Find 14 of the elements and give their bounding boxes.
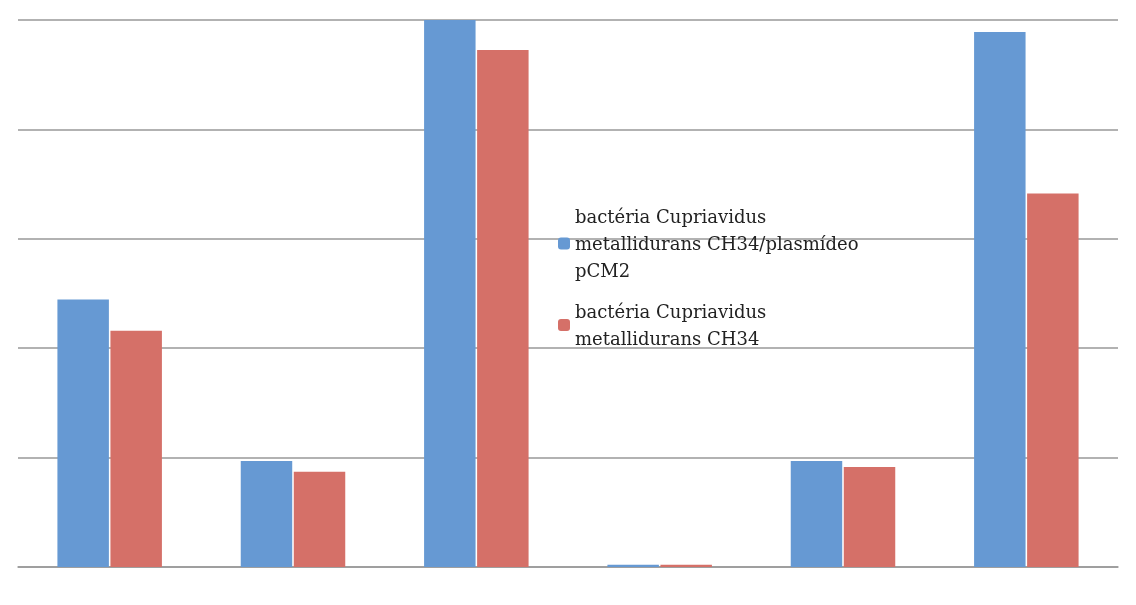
bar bbox=[660, 564, 712, 567]
bar bbox=[57, 299, 109, 567]
legend-label: bactéria Cupriavidus metallidurans CH34 bbox=[575, 301, 773, 349]
bar bbox=[1027, 193, 1079, 567]
bar bbox=[607, 564, 659, 567]
bar bbox=[790, 460, 843, 567]
bar bbox=[110, 330, 162, 567]
bar bbox=[293, 471, 346, 567]
bar bbox=[424, 20, 476, 567]
bar bbox=[974, 32, 1026, 567]
legend-label: bactéria Cupriavidus metallidurans CH34/plasmídeo pCM2 bbox=[575, 206, 865, 281]
bar bbox=[240, 460, 293, 567]
bar bbox=[843, 466, 896, 567]
bar bbox=[477, 50, 529, 567]
